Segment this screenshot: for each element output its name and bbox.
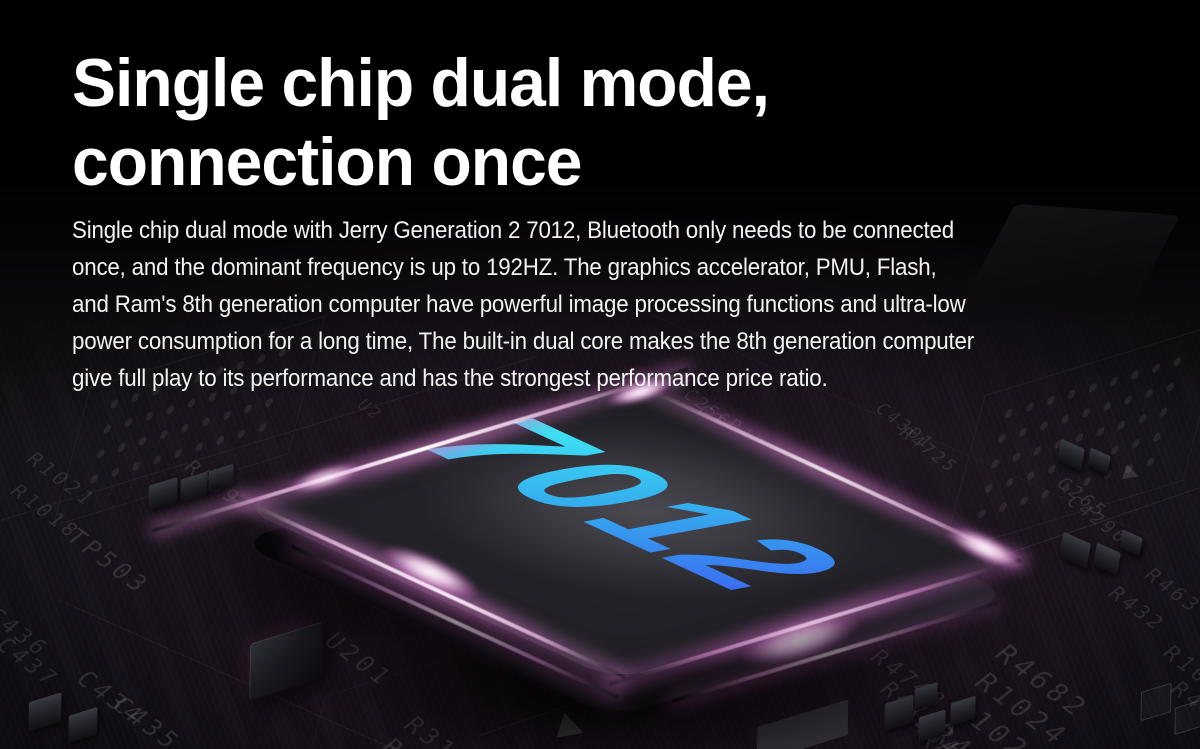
title-line-1: Single chip dual mode, (72, 45, 770, 121)
page-title: Single chip dual mode, connection once (72, 44, 791, 202)
body-paragraph: Single chip dual mode with Jerry Generat… (72, 212, 974, 397)
body-line: and Ram's 8th generation computer have p… (72, 291, 966, 318)
body-line: power consumption for a long time, The b… (72, 328, 975, 355)
title-line-2: connection once (72, 124, 582, 200)
body-line: Single chip dual mode with Jerry Generat… (72, 217, 954, 244)
body-line: give full play to its performance and ha… (72, 365, 828, 392)
body-line: once, and the dominant frequency is up t… (72, 254, 937, 281)
silkscreen-label: TP503 (59, 524, 157, 599)
